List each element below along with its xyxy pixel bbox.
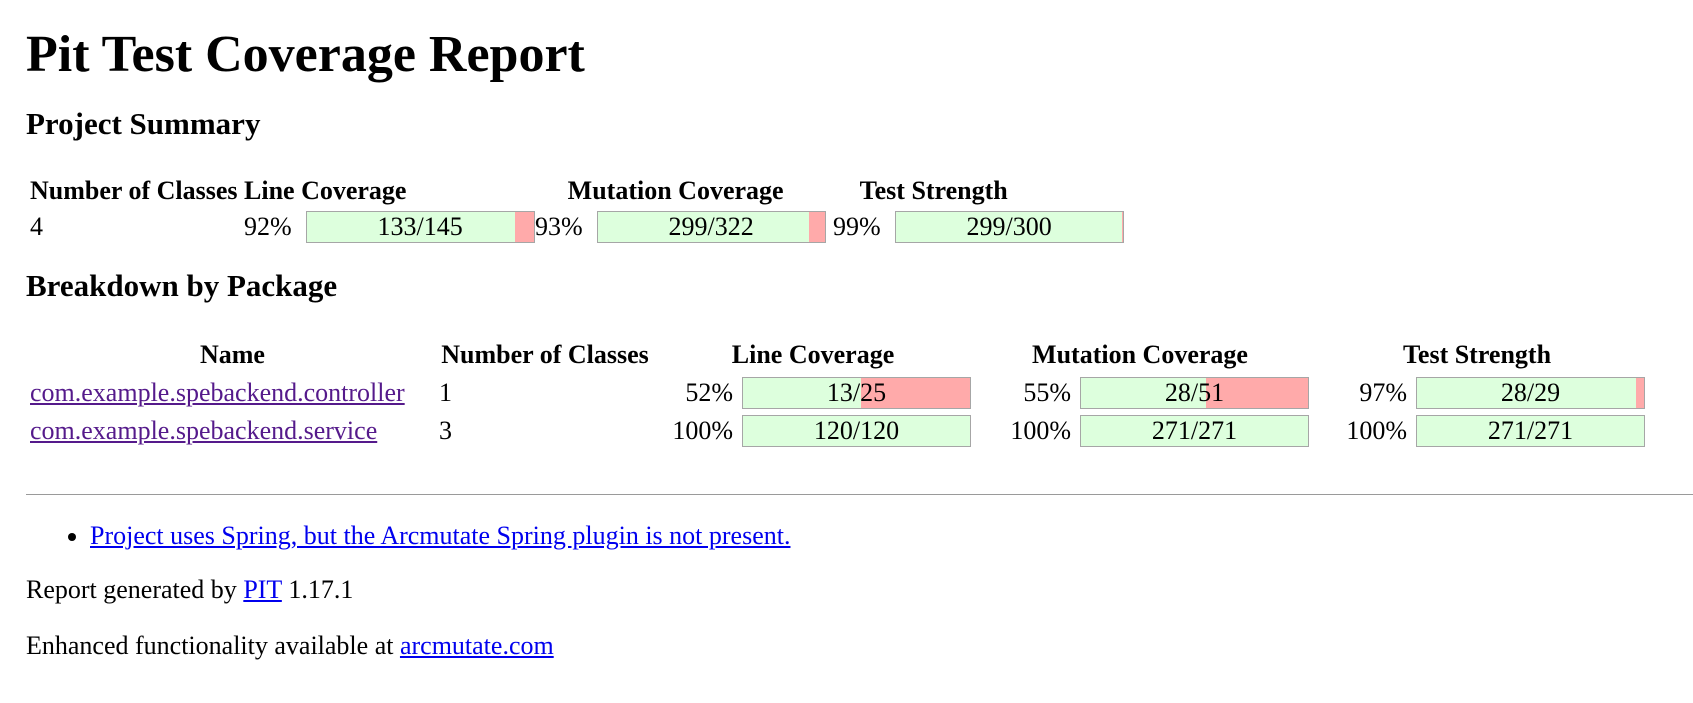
summary-strength-percent: 99% (833, 212, 881, 241)
notes-list: Project uses Spring, but the Arcmutate S… (26, 519, 1693, 553)
summary-mutation-percent: 93% (535, 212, 583, 241)
table-row: com.example.spebackend.service 3 100% 12… (30, 412, 1645, 450)
missed-portion (1122, 212, 1123, 242)
package-link[interactable]: com.example.spebackend.controller (30, 378, 405, 407)
report-page: Pit Test Coverage Report Project Summary… (0, 0, 1693, 663)
pit-version: 1.17.1 (281, 575, 354, 604)
summary-mutation-coverage-bar: 299/322 (596, 211, 826, 243)
package-link[interactable]: com.example.spebackend.service (30, 416, 378, 445)
table-row: com.example.spebackend.controller 1 52% … (30, 374, 1645, 412)
header-line-coverage: Line Coverage (731, 340, 895, 369)
project-summary-table: Number of Classes Line Coverage Mutation… (30, 174, 1124, 246)
coverage-bar-label: 299/322 (668, 212, 754, 241)
summary-row: 4 92% 133/145 93% 299/322 99% (30, 208, 1124, 246)
summary-line-percent: 92% (244, 212, 292, 241)
coverage-bar-label: 28/29 (1500, 378, 1561, 407)
package-mutation-percent: 55% (1023, 378, 1071, 407)
coverage-bar-label: 120/120 (813, 416, 900, 445)
package-line-percent: 100% (672, 416, 733, 445)
list-item: Project uses Spring, but the Arcmutate S… (90, 519, 1693, 553)
page-title: Pit Test Coverage Report (26, 26, 585, 83)
summary-test-strength-bar: 299/300 (894, 211, 1124, 243)
summary-line-coverage-bar: 133/145 (305, 211, 535, 243)
package-test-strength-bar: 271/271 (1416, 415, 1645, 447)
package-classes: 3 (439, 416, 452, 445)
package-mutation-coverage-bar: 271/271 (1080, 415, 1309, 447)
header-name: Name (200, 340, 265, 369)
enhanced-functionality-line: Enhanced functionality available at arcm… (26, 629, 1693, 663)
breakdown-table: Name Number of Classes Line Coverage Mut… (30, 336, 1645, 450)
header-test-strength: Test Strength (1402, 340, 1552, 369)
project-summary-heading: Project Summary (26, 106, 261, 141)
arcmutate-link[interactable]: arcmutate.com (399, 631, 554, 660)
header-number-of-classes: Number of Classes (30, 176, 238, 205)
header-number-of-classes: Number of Classes (441, 340, 649, 369)
package-test-strength-bar: 28/29 (1416, 377, 1645, 409)
header-test-strength: Test Strength (859, 176, 1008, 205)
package-strength-percent: 100% (1346, 416, 1407, 445)
package-strength-percent: 97% (1359, 378, 1407, 407)
missed-portion (861, 378, 970, 408)
breakdown-heading: Breakdown by Package (26, 268, 338, 303)
coverage-bar-label: 28/51 (1164, 378, 1225, 407)
header-mutation-coverage: Mutation Coverage (567, 176, 784, 205)
coverage-bar-label: 133/145 (377, 212, 463, 241)
missed-portion (1636, 378, 1644, 408)
package-classes: 1 (439, 378, 452, 407)
header-mutation-coverage: Mutation Coverage (1032, 340, 1248, 369)
summary-classes-value: 4 (30, 212, 43, 241)
package-line-percent: 52% (685, 378, 733, 407)
coverage-bar-label: 13/25 (826, 378, 887, 407)
package-mutation-percent: 100% (1010, 416, 1071, 445)
pit-link[interactable]: PIT (243, 575, 282, 604)
divider (26, 494, 1693, 495)
enhanced-prefix: Enhanced functionality available at (26, 631, 400, 660)
generated-by-line: Report generated by PIT 1.17.1 (26, 573, 1693, 607)
package-line-coverage-bar: 13/25 (742, 377, 971, 409)
spring-plugin-note-link[interactable]: Project uses Spring, but the Arcmutate S… (90, 521, 791, 550)
generated-prefix: Report generated by (26, 575, 244, 604)
missed-portion (808, 212, 825, 242)
package-line-coverage-bar: 120/120 (742, 415, 971, 447)
package-mutation-coverage-bar: 28/51 (1080, 377, 1309, 409)
header-line-coverage: Line Coverage (244, 176, 407, 205)
coverage-bar-label: 271/271 (1487, 416, 1574, 445)
coverage-bar-label: 271/271 (1151, 416, 1238, 445)
missed-portion (514, 212, 534, 242)
missed-portion (1205, 378, 1308, 408)
coverage-bar-label: 299/300 (966, 212, 1052, 241)
